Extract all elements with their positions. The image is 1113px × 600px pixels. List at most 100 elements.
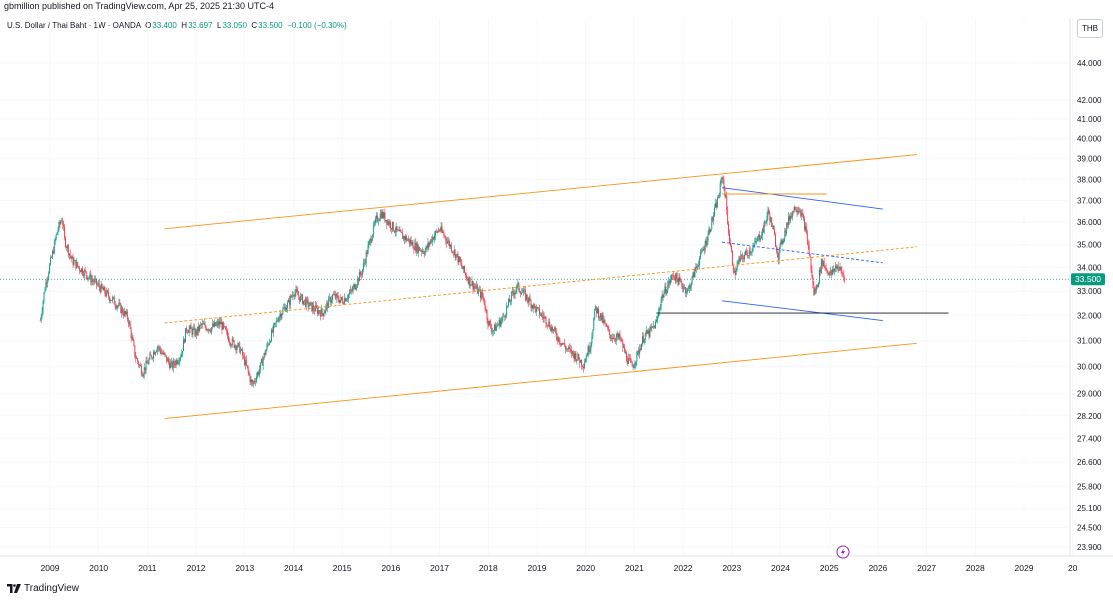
candle [86, 275, 88, 280]
candle [352, 284, 354, 295]
candle [230, 343, 232, 348]
candle [76, 257, 78, 269]
y-tick-label: 41.000 [1077, 115, 1102, 124]
candle [90, 269, 92, 286]
candle [679, 273, 681, 282]
candle [788, 212, 790, 229]
candle [739, 255, 741, 264]
candle [232, 336, 234, 342]
candle [92, 275, 94, 286]
candle [435, 230, 436, 241]
candle [162, 351, 164, 356]
candle [495, 323, 497, 332]
candle [345, 297, 347, 302]
candle [353, 282, 355, 290]
candle [405, 234, 406, 244]
candle [95, 275, 96, 284]
symbol-name[interactable]: U.S. Dollar / Thai Baht · 1W · OANDA [7, 21, 141, 30]
candle [450, 243, 451, 249]
candle [599, 312, 601, 322]
currency-button[interactable]: THB [1077, 19, 1103, 38]
candle [476, 280, 478, 291]
wedge-upper[interactable] [722, 187, 883, 210]
high-label: H [181, 21, 188, 30]
candle [412, 239, 414, 249]
candle [318, 310, 320, 315]
candle [706, 236, 708, 248]
candle [550, 325, 552, 332]
candle [260, 358, 262, 364]
candle [589, 345, 591, 354]
candle [368, 239, 370, 249]
channel-lower[interactable] [164, 342, 917, 420]
candle [338, 295, 340, 304]
candle [172, 357, 174, 373]
candle [80, 269, 81, 273]
symbol-info-bar: U.S. Dollar / Thai Baht · 1W · OANDA O33… [7, 21, 347, 30]
candle [594, 308, 596, 321]
candle [41, 307, 43, 320]
candle [266, 342, 268, 352]
candle [769, 211, 771, 226]
candle [184, 328, 186, 343]
candle [190, 322, 192, 329]
candle [797, 207, 799, 216]
candle [40, 314, 42, 324]
candle [670, 275, 672, 286]
candle [49, 263, 51, 274]
candle [559, 338, 561, 347]
candle [130, 326, 132, 343]
candle [379, 209, 381, 222]
candle [588, 342, 590, 355]
candle [558, 336, 560, 345]
candle [563, 342, 565, 345]
wedge-mid[interactable] [722, 241, 883, 264]
candle [158, 345, 160, 352]
candle [220, 317, 222, 325]
candle [555, 327, 557, 341]
candle [185, 325, 187, 334]
candle [773, 225, 775, 230]
candle [344, 293, 346, 306]
candle [287, 300, 288, 313]
candle [792, 210, 794, 216]
candle [337, 291, 339, 303]
candle [188, 325, 190, 337]
candle [464, 271, 466, 278]
candle [590, 341, 592, 354]
candle [577, 352, 579, 361]
candle [700, 248, 701, 260]
channel-mid[interactable] [164, 246, 917, 324]
candle [586, 352, 588, 357]
candle [529, 293, 531, 302]
candle [157, 344, 159, 353]
candle [544, 315, 546, 320]
lightning-icon[interactable] [836, 545, 850, 559]
candle [445, 235, 447, 245]
candle [470, 284, 472, 286]
candle [160, 347, 162, 356]
candle [179, 357, 181, 367]
candle [100, 280, 102, 293]
channel-upper[interactable] [164, 154, 917, 230]
candle [545, 315, 547, 329]
candle [815, 285, 817, 294]
x-tick-label: 2009 [41, 563, 60, 573]
candle [460, 257, 462, 266]
candle [43, 292, 45, 304]
candle [526, 294, 528, 304]
candle [531, 304, 533, 313]
candle [356, 284, 358, 292]
candle [787, 222, 789, 229]
wedge-lower[interactable] [722, 300, 883, 321]
candle [457, 250, 459, 266]
candle [818, 281, 819, 288]
candle [299, 296, 301, 305]
candle [67, 243, 69, 258]
candle [702, 245, 704, 251]
candle [823, 257, 825, 269]
candle [715, 198, 716, 209]
last-price-label: 33.500 [1075, 274, 1101, 284]
trend-drawings [164, 154, 949, 420]
